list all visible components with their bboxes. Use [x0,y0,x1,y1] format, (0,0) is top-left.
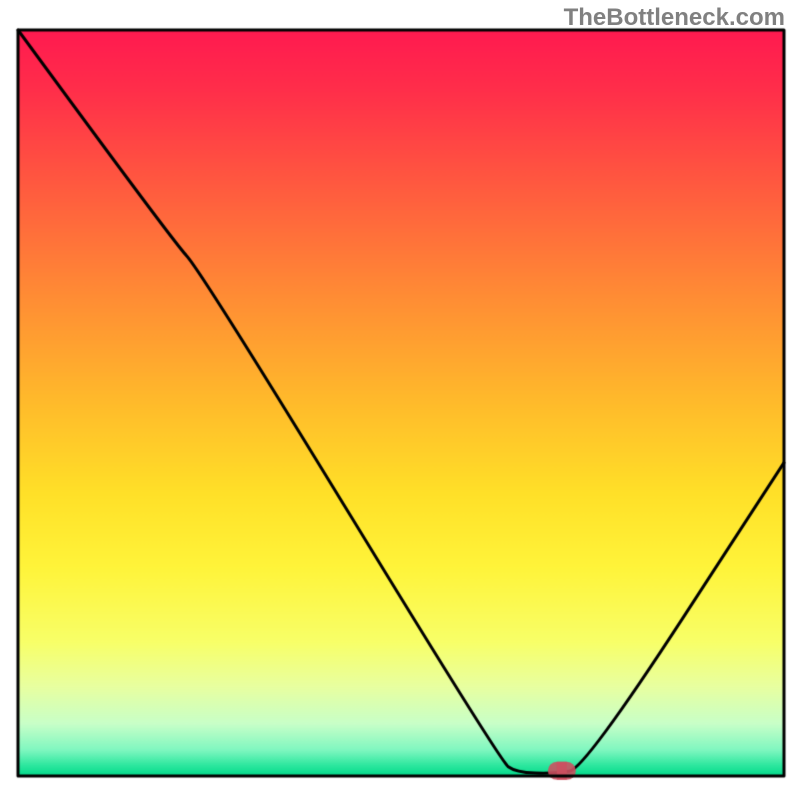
bottleneck-chart-canvas [0,0,800,800]
chart-stage: TheBottleneck.com [0,0,800,800]
watermark-text: TheBottleneck.com [564,4,785,32]
